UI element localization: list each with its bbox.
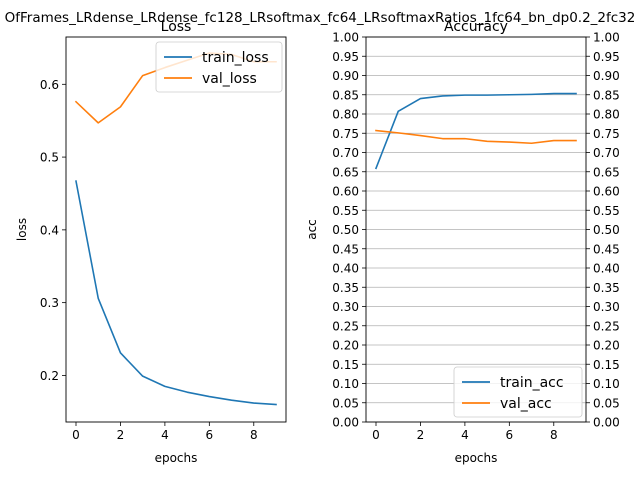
axes-frame — [65, 36, 287, 423]
y-tick-label: 0.75 — [332, 127, 359, 141]
loss-chart: 0 2 4 6 8 0.2 0.3 0.4 0.5 0.6 epochs loss Loss train_… — [15, 19, 287, 465]
y-tick-label: 0.20 — [332, 339, 359, 353]
legend: train_acc val_acc — [453, 366, 583, 418]
y-tick-label: 0.15 — [332, 358, 359, 372]
x-axis-label: epochs — [455, 451, 498, 465]
y-right-tick-label: 0.55 — [593, 204, 620, 218]
y-tick-label: 0.25 — [332, 319, 359, 333]
y-tick-label: 0.2 — [40, 369, 59, 383]
y-tick-label: 0.55 — [332, 204, 359, 218]
y-right-tick-label: 1.00 — [593, 31, 620, 45]
y-right-tick-label: 0.25 — [593, 319, 620, 333]
y-right-tick-label: 0.60 — [593, 185, 620, 199]
y-right-tick-label: 0.95 — [593, 50, 620, 64]
y-tick-label: 0.45 — [332, 242, 359, 256]
x-tick-label: 6 — [506, 428, 514, 442]
y-tick-label: 0.4 — [40, 223, 59, 237]
legend-label-train_acc: train_acc — [500, 375, 564, 391]
y-right-tick-label: 0.85 — [593, 88, 620, 102]
y-tick-label: 0.50 — [332, 223, 359, 237]
x-tick-label: 4 — [461, 428, 469, 442]
series-line-train_acc — [374, 92, 577, 170]
figure-suptitle: OfFrames_LRdense_LRdense_fc128_LRsoftmax… — [5, 10, 636, 26]
y-right-tick-label: 0.10 — [593, 377, 620, 391]
y-tick-label: 0.40 — [332, 262, 359, 276]
x-tick-label: 0 — [372, 428, 380, 442]
y-tick-label: 0.80 — [332, 108, 359, 122]
y-right-tick-label: 0.05 — [593, 396, 620, 410]
x-tick-label: 2 — [117, 428, 125, 442]
y-tick-label: 0.00 — [332, 416, 359, 430]
y-right-tick-label: 0.45 — [593, 242, 620, 256]
chart-title: Accuracy — [444, 19, 508, 35]
y-right-tick-label: 0.20 — [593, 339, 620, 353]
y-tick-label: 0.85 — [332, 88, 359, 102]
y-tick-label: 0.95 — [332, 50, 359, 64]
y-tick-label: 0.5 — [40, 151, 59, 165]
y-right-tick-label: 0.15 — [593, 358, 620, 372]
x-axis-label: epochs — [155, 451, 198, 465]
y-right-tick-label: 0.50 — [593, 223, 620, 237]
y-axis-label: acc — [305, 219, 319, 240]
y-tick-label: 0.90 — [332, 69, 359, 83]
legend-box — [155, 41, 283, 93]
legend-label-train_loss: train_loss — [202, 50, 269, 66]
y-tick-label: 0.60 — [332, 185, 359, 199]
series-line-val_acc — [375, 129, 577, 145]
y-tick-label: 0.70 — [332, 146, 359, 160]
y-tick-label: 0.30 — [332, 300, 359, 314]
y-tick-label: 0.10 — [332, 377, 359, 391]
y-right-tick-label: 0.40 — [593, 262, 620, 276]
accuracy-chart: 0 2 4 6 8 0.00 0.00 0.05 0.05 0.10 0.10 0.15 0.15 0.2… — [305, 19, 620, 465]
legend-box — [453, 366, 583, 418]
y-tick-label: 0.6 — [40, 78, 59, 92]
legend: train_loss val_loss — [155, 41, 283, 93]
x-tick-label: 6 — [206, 428, 214, 442]
y-right-tick-label: 0.30 — [593, 300, 620, 314]
x-tick-label: 2 — [417, 428, 425, 442]
y-right-tick-label: 0.80 — [593, 108, 620, 122]
legend-label-val_loss: val_loss — [202, 71, 257, 87]
x-tick-label: 4 — [161, 428, 169, 442]
x-tick-label: 8 — [550, 428, 558, 442]
y-tick-label: 1.00 — [332, 31, 359, 45]
y-right-tick-label: 0.65 — [593, 165, 620, 179]
y-right-tick-label: 0.00 — [593, 416, 620, 430]
chart-title: Loss — [161, 19, 192, 35]
y-right-tick-label: 0.90 — [593, 69, 620, 83]
y-tick-label: 0.05 — [332, 396, 359, 410]
y-axis-label: loss — [15, 218, 29, 241]
y-right-tick-label: 0.35 — [593, 281, 620, 295]
legend-label-val_acc: val_acc — [500, 396, 552, 412]
y-right-tick-label: 0.75 — [593, 127, 620, 141]
series-line-train_loss — [75, 180, 277, 406]
x-tick-label: 8 — [250, 428, 258, 442]
y-tick-label: 0.35 — [332, 281, 359, 295]
y-tick-label: 0.3 — [40, 296, 59, 310]
x-tick-label: 0 — [72, 428, 80, 442]
y-right-tick-label: 0.70 — [593, 146, 620, 160]
y-tick-label: 0.65 — [332, 165, 359, 179]
